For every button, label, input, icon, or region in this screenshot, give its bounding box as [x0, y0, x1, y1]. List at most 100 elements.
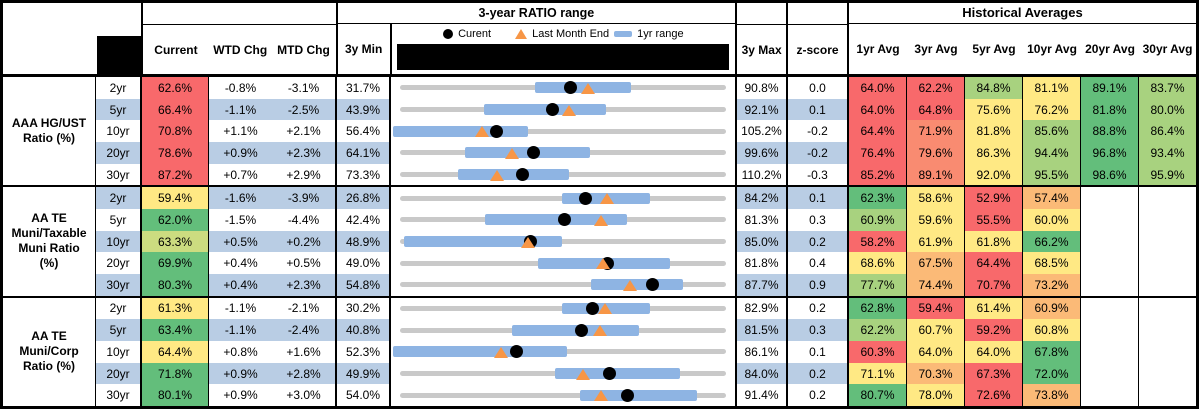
- avg-cell-1yr-avg: 85.2%: [849, 163, 907, 186]
- zscore-cell: -0.2: [788, 120, 849, 143]
- range-chart: [391, 341, 737, 363]
- avg-cell-20yr-avg: [1081, 252, 1139, 275]
- wtd-chg-cell: +0.4%: [223, 256, 258, 271]
- avg-cell-3yr-avg: 59.6%: [907, 209, 965, 231]
- tenor-label: 30yr: [96, 274, 142, 296]
- avg-cell-3yr-avg: 74.4%: [907, 274, 965, 296]
- tenor-label: 5yr: [96, 209, 142, 231]
- avg-cell-30yr-avg: [1139, 341, 1196, 363]
- current-cell: 80.3%: [142, 274, 209, 296]
- avg-cell-3yr-avg: 60.7%: [907, 319, 965, 341]
- avg-cell-30yr-avg: [1139, 384, 1196, 406]
- avg-cell-20yr-avg: 89.1%: [1081, 77, 1139, 99]
- current-cell: 78.6%: [142, 142, 209, 164]
- col-header-1yr-avg: 1yr Avg: [856, 42, 900, 56]
- current-cell: 63.3%: [142, 230, 209, 253]
- black-fill-cell: [96, 36, 141, 74]
- header-group-label-spacer: [3, 3, 97, 74]
- avg-cell-1yr-avg: 60.9%: [849, 209, 907, 231]
- col-header-3yr-avg: 3yr Avg: [914, 42, 958, 56]
- max-cell: 110.2%: [737, 163, 788, 186]
- avg-cell-3yr-avg: 89.1%: [907, 163, 965, 186]
- last-month-triangle: [562, 104, 577, 116]
- mtd-chg-cell: -2.1%: [272, 297, 337, 320]
- max-cell: 81.3%: [737, 209, 788, 231]
- avg-cell-20yr-avg: [1081, 230, 1139, 253]
- max-cell: 82.9%: [737, 297, 788, 320]
- current-cell: 69.9%: [142, 252, 209, 275]
- col-header-10yr-avg: 10yr Avg: [1027, 42, 1077, 56]
- avg-cell-1yr-avg: 62.8%: [849, 297, 907, 320]
- range-track: [400, 128, 726, 134]
- wtd-chg-cell: +0.5%: [209, 230, 272, 253]
- zscore-cell: 0.1: [788, 341, 849, 363]
- range-bar-icon: [614, 31, 633, 37]
- min-cell: 30.2%: [337, 297, 391, 320]
- max-cell: 90.8%: [737, 77, 788, 99]
- current-cell: 66.4%: [142, 98, 209, 121]
- ratio-group: AAA HG/UST Ratio (%) 2yr 62.6% -0.8% -3.1% 31…: [3, 77, 1196, 186]
- last-month-triangle: [594, 214, 609, 226]
- avg-cell-1yr-avg: 60.3%: [849, 341, 907, 363]
- current-dot: [574, 323, 588, 337]
- last-month-triangle: [494, 346, 509, 358]
- group-label: AA TE Muni/Corp Ratio (%): [3, 297, 96, 406]
- wtd-chg-cell: -1.5%: [224, 212, 257, 227]
- min-cell: 40.8%: [337, 319, 391, 341]
- header-range-section: 3-year RATIO range 3y Min Curent Last Mo…: [337, 3, 738, 74]
- range-chart: [391, 362, 737, 385]
- avg-cell-5yr-avg: 70.7%: [965, 274, 1023, 296]
- max-cell: 99.6%: [737, 142, 788, 164]
- one-year-range-bar: [580, 389, 698, 401]
- last-month-triangle: [575, 368, 590, 380]
- avg-cell-20yr-avg: [1081, 319, 1139, 341]
- zscore-cell: 0.3: [788, 319, 849, 341]
- avg-cell-20yr-avg: [1081, 187, 1139, 209]
- max-cell: 84.2%: [737, 187, 788, 209]
- last-month-triangle: [580, 82, 595, 94]
- header-zscore-cell: z-score: [788, 3, 849, 74]
- ratio-group: AA TE Muni/Corp Ratio (%) 2yr 61.3% -1.1% -2…: [3, 295, 1196, 406]
- col-header-zscore: z-score: [788, 24, 847, 74]
- range-track: [400, 392, 726, 398]
- col-header-5yr-avg: 5yr Avg: [972, 42, 1016, 56]
- current-dot: [563, 81, 577, 95]
- tenor-label: 2yr: [96, 187, 142, 209]
- avg-cell-30yr-avg: [1139, 187, 1196, 209]
- table-row: 2yr 62.6% -0.8% -3.1% 31.7% 90.8% 0.0 64.0% 62.2…: [96, 77, 1196, 99]
- range-chart: [391, 98, 737, 121]
- wtd-chg-cell: +1.1%: [223, 124, 258, 139]
- one-year-range-bar: [554, 368, 681, 379]
- avg-cell-10yr-avg: 68.5%: [1023, 252, 1081, 275]
- avg-cell-3yr-avg: 58.6%: [907, 187, 965, 209]
- tenor-label: 2yr: [96, 77, 142, 99]
- avg-cell-3yr-avg: 64.8%: [907, 98, 965, 121]
- avg-cell-20yr-avg: [1081, 384, 1139, 406]
- one-year-range-bar: [458, 169, 569, 181]
- avg-cell-5yr-avg: 84.8%: [965, 77, 1023, 99]
- avg-cell-30yr-avg: [1139, 298, 1196, 320]
- zscore-cell: -0.3: [788, 163, 849, 186]
- table-row: 2yr 61.3% -1.1% -2.1% 30.2% 82.9% 0.2 62.8% 59.4…: [96, 297, 1196, 320]
- mtd-chg-cell: +1.6%: [272, 341, 337, 363]
- table-row: 20yr 71.8% +0.9% +2.8% 49.9% 84.0% 0.2 71.1% 70.…: [96, 362, 1196, 385]
- avg-cell-20yr-avg: 88.8%: [1081, 120, 1139, 143]
- legend-last-month-label: Last Month End: [532, 28, 610, 40]
- mtd-chg-cell: +2.3%: [272, 274, 337, 296]
- avg-cell-10yr-avg: 67.8%: [1023, 341, 1081, 363]
- tenor-label: 10yr: [96, 120, 142, 143]
- min-cell: 48.9%: [337, 230, 391, 253]
- mtd-chg-cell: +2.1%: [272, 120, 337, 143]
- legend-range-label: 1yr range: [637, 28, 684, 40]
- range-section-title: 3-year RATIO range: [337, 3, 736, 24]
- range-track: [400, 239, 726, 244]
- avg-cell-5yr-avg: 61.4%: [965, 297, 1023, 320]
- avg-cell-3yr-avg: 59.4%: [907, 297, 965, 320]
- range-chart: [391, 77, 737, 99]
- group-label: AA TE Muni/Taxable Muni Ratio (%): [3, 187, 96, 296]
- current-dot-icon: [443, 29, 454, 39]
- range-chart: [391, 384, 737, 406]
- table-row: 20yr 78.6% +0.9% +2.3% 64.1% 99.6% -0.2 76.4% 79…: [96, 142, 1196, 164]
- table-row: 5yr 62.0% -1.5% -4.4% 42.4% 81.3% 0.3 60.9% 59.6…: [96, 209, 1196, 231]
